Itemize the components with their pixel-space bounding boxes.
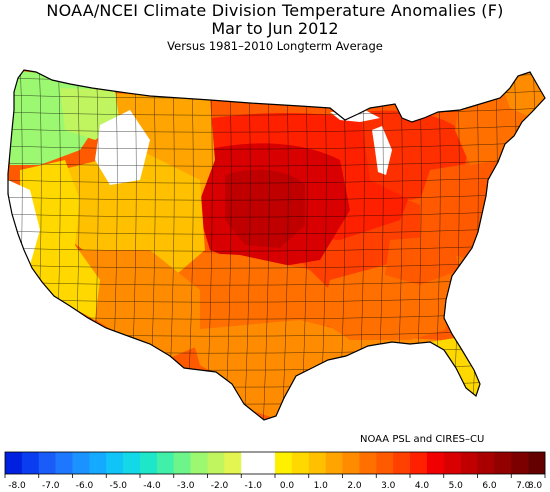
legend-bin <box>38 452 56 474</box>
legend-color-bins <box>4 451 546 475</box>
division-boundary-horizontal <box>8 73 545 82</box>
legend-tick-marks <box>4 474 546 478</box>
map-title: NOAA/NCEI Climate Division Temperature A… <box>46 1 504 20</box>
map-period: Mar to Jun 2012 <box>211 19 339 38</box>
legend-tick-label: 1.0 <box>314 481 329 491</box>
legend-tick-label: -7.0 <box>42 481 60 491</box>
legend-bin <box>393 452 411 474</box>
legend-tick-label: 5.0 <box>449 481 464 491</box>
legend-tick-label: 7.0 <box>516 481 531 491</box>
legend-bin <box>173 452 191 474</box>
legend-bin <box>528 452 546 474</box>
legend-bin <box>359 452 377 474</box>
legend-tick-label: -2.0 <box>211 481 229 491</box>
legend-bin <box>511 452 529 474</box>
legend-bin <box>207 452 225 474</box>
legend-tick-label: 8.0 <box>528 481 543 491</box>
legend-bin <box>241 452 259 474</box>
legend-tick-label: -6.0 <box>76 481 94 491</box>
legend-bin <box>258 452 276 474</box>
region-southern-appalachians <box>385 235 460 285</box>
legend-bin <box>190 452 208 474</box>
legend-bin <box>426 452 445 474</box>
legend-bin <box>21 452 40 474</box>
legend-bin <box>275 452 293 474</box>
credit-text: NOAA PSL and CIRES–CU <box>360 434 485 445</box>
legend-tick-label: 2.0 <box>347 481 362 491</box>
legend-tick-label: 6.0 <box>482 481 497 491</box>
legend-bin <box>123 452 141 474</box>
anomaly-fill <box>8 70 545 420</box>
legend-bin <box>494 452 512 474</box>
us-anomaly-map <box>7 69 546 421</box>
legend-tick-label: -8.0 <box>8 481 26 491</box>
legend-bin <box>443 452 461 474</box>
legend-bin <box>156 452 175 474</box>
legend-tick-label: -4.0 <box>143 481 161 491</box>
legend-bin <box>410 452 428 474</box>
legend-tick-label: -5.0 <box>109 481 127 491</box>
region-great-lakes-water <box>372 126 392 175</box>
legend-tick-label: 4.0 <box>415 481 430 491</box>
color-scale-legend: -8.0 -7.0 -6.0 -5.0 -4.0 -3.0 -2.0 -1.0 0.0 1.0 2.… <box>4 451 546 491</box>
division-boundary-horizontal <box>8 226 545 235</box>
legend-bin <box>72 452 90 474</box>
legend-tick-label: 0.0 <box>280 481 295 491</box>
legend-bin <box>342 452 360 474</box>
legend-tick-label: 3.0 <box>381 481 396 491</box>
division-boundary-horizontal <box>8 124 545 133</box>
legend-bin <box>376 452 394 474</box>
legend-bin <box>291 452 310 474</box>
legend-bin <box>89 452 107 474</box>
division-boundary-horizontal <box>8 175 545 184</box>
legend-bin <box>477 452 495 474</box>
division-boundary-horizontal <box>8 209 545 218</box>
legend-bin <box>140 452 158 474</box>
map-subtitle: Versus 1981–2010 Longterm Average <box>167 39 383 53</box>
legend-tick-label: -3.0 <box>177 481 195 491</box>
region-plains-hot-spot <box>225 169 305 248</box>
division-boundary-horizontal <box>8 107 545 116</box>
division-boundary-horizontal <box>8 158 545 167</box>
division-boundary-horizontal <box>8 192 545 201</box>
legend-bin <box>55 452 73 474</box>
legend-bin <box>5 452 23 474</box>
legend-tick-label: -1.0 <box>244 481 262 491</box>
legend-bin <box>224 452 242 474</box>
division-boundary-horizontal <box>8 141 545 150</box>
region-intermountain-west <box>60 150 205 280</box>
legend-tick-labels: -8.0 -7.0 -6.0 -5.0 -4.0 -3.0 -2.0 -1.0 0.0 1.0 2.… <box>8 481 542 491</box>
division-boundary-vertical <box>528 70 536 420</box>
legend-bin <box>325 452 343 474</box>
legend-bin <box>460 452 478 474</box>
legend-bin <box>106 452 124 474</box>
legend-bin <box>308 452 326 474</box>
